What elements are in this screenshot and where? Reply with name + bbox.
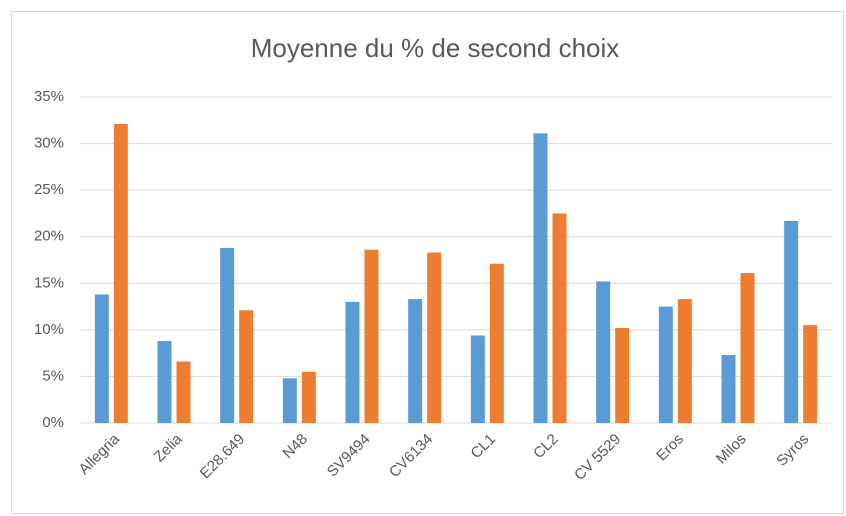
bar: [113, 124, 128, 424]
chart-title: Moyenne du % de second choix: [251, 33, 620, 63]
bar: [677, 299, 692, 423]
y-tick-label: 15%: [34, 274, 64, 291]
bar: [721, 355, 736, 423]
bar: [658, 306, 673, 423]
y-tick-label: 10%: [34, 321, 64, 338]
bar: [220, 247, 235, 423]
y-tick-label: 0%: [42, 414, 64, 431]
bar: [470, 335, 485, 423]
bar: [364, 249, 379, 423]
bar: [615, 327, 630, 423]
bar: [345, 301, 360, 423]
y-tick-label: 20%: [34, 228, 64, 245]
bar: [176, 361, 191, 423]
bar: [596, 281, 611, 423]
y-tick-label: 25%: [34, 181, 64, 198]
bar: [282, 378, 297, 423]
bar: [239, 310, 254, 423]
bar: [784, 220, 799, 423]
bar: [489, 263, 504, 423]
y-tick-label: 30%: [34, 135, 64, 152]
bar: [803, 325, 818, 423]
bar: [157, 341, 172, 423]
y-tick-label: 5%: [42, 367, 64, 384]
bar: [408, 299, 423, 423]
bar: [427, 252, 442, 423]
bar: [533, 133, 548, 423]
y-tick-label: 35%: [34, 88, 64, 105]
bar: [552, 213, 567, 423]
bar: [740, 273, 755, 423]
bar: [94, 294, 109, 423]
bar: [301, 371, 316, 423]
